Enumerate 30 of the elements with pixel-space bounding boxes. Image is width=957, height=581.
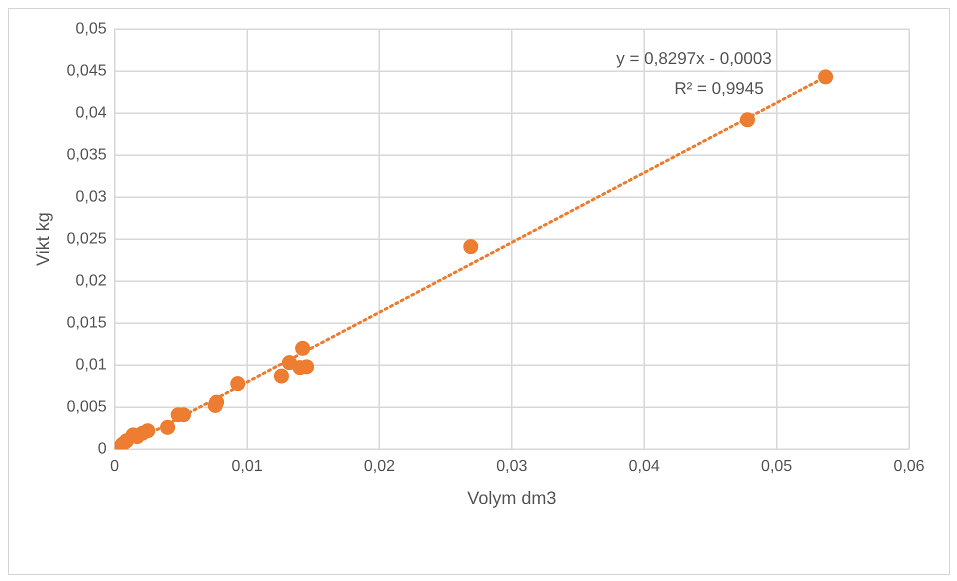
x-tick-label: 0,06 — [893, 458, 925, 476]
point — [230, 376, 246, 392]
point — [274, 368, 289, 384]
x-tick-label: 0,01 — [231, 458, 263, 476]
y-tick-label: 0,015 — [66, 314, 107, 332]
point — [160, 420, 176, 435]
y-tick-label: 0,04 — [76, 104, 107, 122]
point — [295, 340, 310, 356]
y-tick-label: 0,01 — [76, 356, 107, 374]
x-axis-title: Volym dm3 — [467, 488, 556, 508]
point — [463, 239, 478, 254]
point — [740, 112, 755, 128]
x-tick-label: 0,04 — [628, 458, 660, 476]
y-tick-label: 0,02 — [76, 272, 107, 290]
y-tick-label: 0,03 — [76, 188, 107, 206]
y-tick-label: 0,025 — [66, 230, 107, 248]
annotation: R² = 0,9945 — [674, 79, 764, 98]
y-tick-label: 0,035 — [66, 146, 107, 164]
y-tick-label: 0,005 — [66, 398, 107, 416]
x-tick-label: 0,05 — [761, 458, 792, 476]
annotation: y = 0,8297x - 0,0003 — [616, 49, 772, 68]
y-axis-title: Vikt kg — [32, 212, 53, 266]
y-tick-label: 0,045 — [66, 62, 107, 80]
point — [818, 69, 834, 84]
point — [140, 423, 156, 438]
x-tick-label: 0 — [110, 458, 120, 476]
x-tick-label: 0,03 — [496, 458, 528, 476]
y-tick-label: 0,05 — [76, 20, 107, 38]
y-tick-label: 0 — [98, 440, 107, 458]
x-tick-label: 0,02 — [364, 458, 396, 476]
